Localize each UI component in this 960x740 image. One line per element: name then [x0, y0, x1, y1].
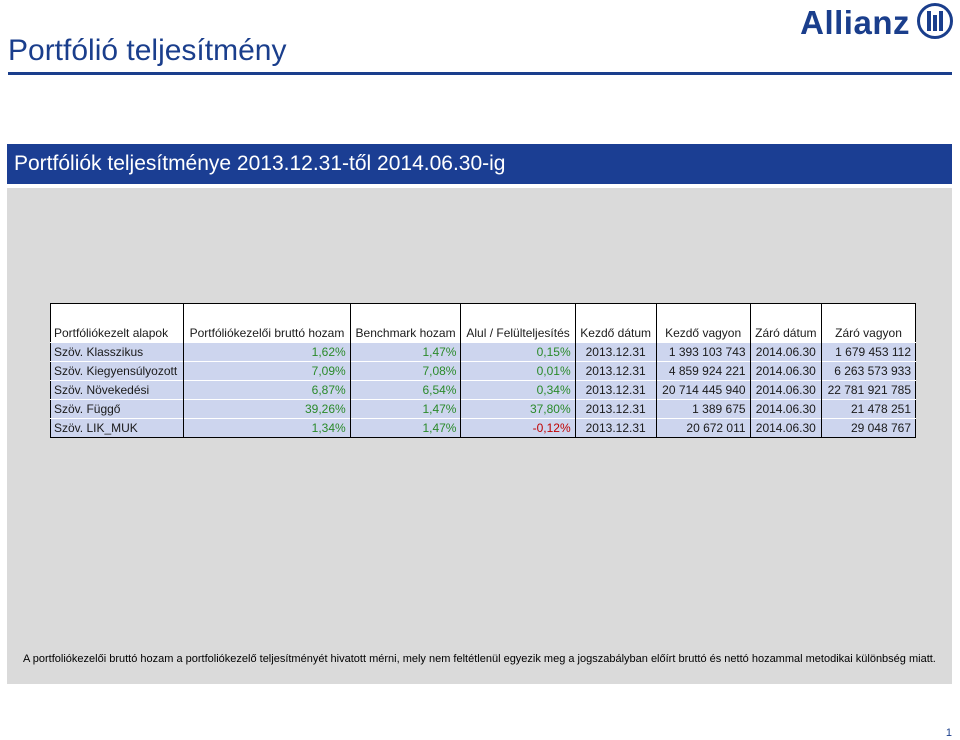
content-panel: Portfóliókezelt alapok Portfóliókezelői … — [7, 188, 952, 684]
start-date: 2013.12.31 — [574, 361, 657, 381]
col-header-start-assets: Kezdő vagyon — [655, 303, 751, 343]
end-date: 2014.06.30 — [749, 399, 822, 419]
start-assets: 1 393 103 743 — [655, 342, 751, 362]
col-header-fund: Portfóliókezelt alapok — [54, 326, 169, 340]
benchmark-return: 6,54% — [349, 380, 461, 400]
fund-name: Szöv. LIK_MUK — [50, 418, 184, 438]
table-row: Szöv. Kiegyensúlyozott 7,09% 7,08% 0,01%… — [50, 361, 916, 381]
allianz-eagle-icon — [916, 2, 954, 45]
col-header-over-under: Alul / Felülteljesítés — [460, 303, 576, 343]
benchmark-return: 1,47% — [349, 399, 461, 419]
over-under-performance: -0,12% — [460, 418, 576, 438]
section-banner: Portfóliók teljesítménye 2013.12.31-től … — [7, 144, 952, 184]
table-header-row: Portfóliókezelt alapok Portfóliókezelői … — [51, 303, 916, 343]
gross-return: 1,34% — [183, 418, 351, 438]
start-date: 2013.12.31 — [574, 399, 657, 419]
title-divider — [8, 72, 952, 75]
gross-return: 1,62% — [183, 342, 351, 362]
fund-name: Szöv. Növekedési — [50, 380, 184, 400]
col-header-gross-return: Portfóliókezelői bruttó hozam — [183, 303, 351, 343]
end-assets: 29 048 767 — [821, 418, 916, 438]
start-assets: 20 672 011 — [655, 418, 751, 438]
end-date: 2014.06.30 — [749, 342, 822, 362]
table-row: Szöv. Függő 39,26% 1,47% 37,80% 2013.12.… — [50, 399, 916, 419]
over-under-performance: 0,15% — [460, 342, 576, 362]
end-assets: 22 781 921 785 — [821, 380, 916, 400]
fund-name: Szöv. Kiegyensúlyozott — [50, 361, 184, 381]
end-date: 2014.06.30 — [749, 380, 822, 400]
start-date: 2013.12.31 — [574, 380, 657, 400]
over-under-performance: 0,34% — [460, 380, 576, 400]
table-row: Szöv. LIK_MUK 1,34% 1,47% -0,12% 2013.12… — [50, 418, 916, 438]
start-date: 2013.12.31 — [574, 342, 657, 362]
start-date: 2013.12.31 — [574, 418, 657, 438]
col-header-end-date: Záró dátum — [749, 303, 822, 343]
start-assets: 4 859 924 221 — [655, 361, 751, 381]
start-assets: 1 389 675 — [655, 399, 751, 419]
gross-return: 39,26% — [183, 399, 351, 419]
col-header-start-date: Kezdő dátum — [574, 303, 657, 343]
start-assets: 20 714 445 940 — [655, 380, 751, 400]
over-under-performance: 37,80% — [460, 399, 576, 419]
footnote: A portfoliókezelői bruttó hozam a portfo… — [23, 653, 936, 665]
allianz-logo: Allianz — [800, 2, 954, 44]
end-date: 2014.06.30 — [749, 418, 822, 438]
end-assets: 6 263 573 933 — [821, 361, 916, 381]
page-number: 1 — [945, 727, 952, 739]
benchmark-return: 7,08% — [349, 361, 461, 381]
page-title: Portfólió teljesítmény — [8, 34, 287, 67]
end-assets: 21 478 251 — [821, 399, 916, 419]
over-under-performance: 0,01% — [460, 361, 576, 381]
end-date: 2014.06.30 — [749, 361, 822, 381]
benchmark-return: 1,47% — [349, 342, 461, 362]
performance-table: Portfóliókezelt alapok Portfóliókezelői … — [50, 303, 916, 438]
fund-name: Szöv. Függő — [50, 399, 184, 419]
end-assets: 1 679 453 112 — [821, 342, 916, 362]
fund-name: Szöv. Klasszikus — [50, 342, 184, 362]
table-row: Szöv. Klasszikus 1,62% 1,47% 0,15% 2013.… — [50, 342, 916, 362]
banner-title: Portfóliók teljesítménye 2013.12.31-től … — [14, 152, 506, 175]
benchmark-return: 1,47% — [349, 418, 461, 438]
table-row: Szöv. Növekedési 6,87% 6,54% 0,34% 2013.… — [50, 380, 916, 400]
col-header-end-assets: Záró vagyon — [821, 303, 916, 343]
gross-return: 6,87% — [183, 380, 351, 400]
gross-return: 7,09% — [183, 361, 351, 381]
logo-wordmark: Allianz — [800, 4, 910, 41]
col-header-benchmark: Benchmark hozam — [349, 303, 461, 343]
